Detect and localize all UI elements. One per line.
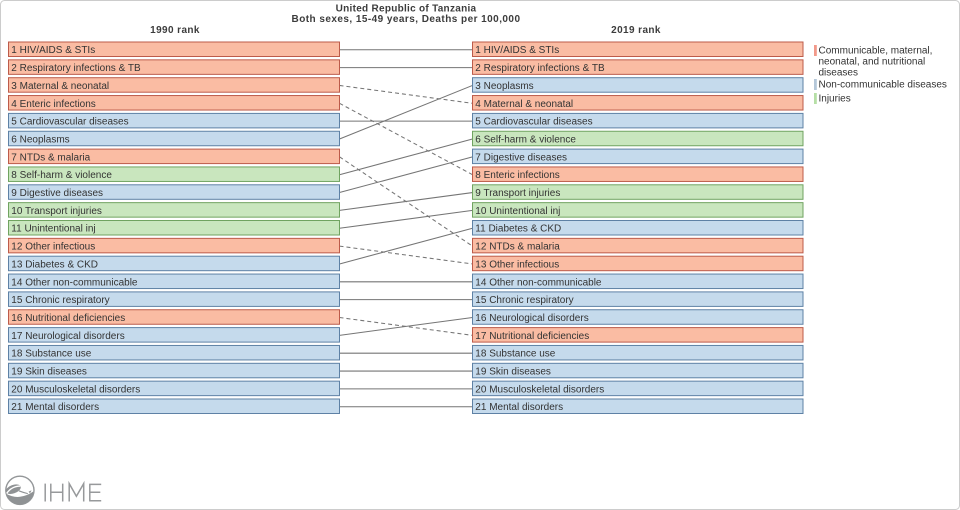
svg-text:17 Nutritional deficiencies: 17 Nutritional deficiencies (475, 331, 589, 342)
svg-text:13 Diabetes & CKD: 13 Diabetes & CKD (11, 259, 98, 270)
svg-text:3 Maternal & neonatal: 3 Maternal & neonatal (11, 81, 109, 92)
svg-text:9 Transport injuries: 9 Transport injuries (475, 188, 560, 199)
svg-text:17 Neurological disorders: 17 Neurological disorders (11, 331, 124, 342)
svg-text:10 Unintentional inj: 10 Unintentional inj (475, 206, 560, 217)
svg-text:6 Neoplasms: 6 Neoplasms (11, 134, 69, 145)
svg-text:14 Other non-communicable: 14 Other non-communicable (475, 277, 602, 288)
svg-text:8 Self-harm & violence: 8 Self-harm & violence (11, 170, 112, 181)
svg-text:19 Skin diseases: 19 Skin diseases (11, 367, 87, 378)
svg-text:14 Other non-communicable: 14 Other non-communicable (11, 277, 138, 288)
svg-text:8 Enteric infections: 8 Enteric infections (475, 170, 560, 181)
svg-text:15 Chronic respiratory: 15 Chronic respiratory (475, 295, 573, 306)
svg-text:11 Diabetes & CKD: 11 Diabetes & CKD (475, 224, 561, 235)
svg-text:diseases: diseases (819, 68, 858, 79)
svg-text:18 Substance use: 18 Substance use (475, 349, 555, 360)
svg-text:5 Cardiovascular diseases: 5 Cardiovascular diseases (475, 117, 592, 128)
svg-text:Non-communicable diseases: Non-communicable diseases (819, 80, 947, 91)
svg-text:21 Mental disorders: 21 Mental disorders (475, 402, 563, 413)
svg-text:neonatal, and nutritional: neonatal, and nutritional (819, 57, 926, 68)
svg-text:6 Self-harm & violence: 6 Self-harm & violence (475, 134, 576, 145)
svg-text:3 Neoplasms: 3 Neoplasms (475, 81, 533, 92)
svg-text:Communicable, maternal,: Communicable, maternal, (819, 46, 933, 57)
svg-text:4 Maternal & neonatal: 4 Maternal & neonatal (475, 99, 573, 110)
svg-text:11 Unintentional inj: 11 Unintentional inj (11, 224, 95, 235)
svg-text:Injuries: Injuries (819, 94, 851, 105)
svg-text:19 Skin diseases: 19 Skin diseases (475, 367, 551, 378)
svg-text:10 Transport injuries: 10 Transport injuries (11, 206, 102, 217)
svg-text:20 Musculoskeletal disorders: 20 Musculoskeletal disorders (475, 384, 604, 395)
svg-text:21 Mental disorders: 21 Mental disorders (11, 402, 99, 413)
svg-text:2 Respiratory infections & TB: 2 Respiratory infections & TB (475, 63, 605, 74)
svg-text:4 Enteric infections: 4 Enteric infections (11, 99, 96, 110)
svg-text:7 NTDs & malaria: 7 NTDs & malaria (11, 152, 90, 163)
svg-text:United Republic of Tanzania: United Republic of Tanzania (336, 4, 477, 15)
svg-text:13 Other infectious: 13 Other infectious (475, 259, 559, 270)
svg-text:1990 rank: 1990 rank (150, 25, 200, 36)
svg-text:12 NTDs & malaria: 12 NTDs & malaria (475, 242, 560, 253)
svg-text:Both sexes, 15-49 years, Death: Both sexes, 15-49 years, Deaths per 100,… (292, 14, 521, 25)
svg-text:2 Respiratory infections & TB: 2 Respiratory infections & TB (11, 63, 141, 74)
svg-text:16 Nutritional deficiencies: 16 Nutritional deficiencies (11, 313, 125, 324)
svg-text:16 Neurological disorders: 16 Neurological disorders (475, 313, 588, 324)
svg-text:9 Digestive diseases: 9 Digestive diseases (11, 188, 103, 199)
svg-text:1 HIV/AIDS & STIs: 1 HIV/AIDS & STIs (11, 45, 95, 56)
svg-text:20 Musculoskeletal disorders: 20 Musculoskeletal disorders (11, 384, 140, 395)
svg-text:18 Substance use: 18 Substance use (11, 349, 91, 360)
svg-text:2019 rank: 2019 rank (611, 25, 661, 36)
svg-text:12 Other infectious: 12 Other infectious (11, 242, 95, 253)
svg-text:15 Chronic respiratory: 15 Chronic respiratory (11, 295, 109, 306)
svg-text:5 Cardiovascular diseases: 5 Cardiovascular diseases (11, 117, 128, 128)
svg-text:1 HIV/AIDS & STIs: 1 HIV/AIDS & STIs (475, 45, 559, 56)
svg-text:7 Digestive diseases: 7 Digestive diseases (475, 152, 567, 163)
